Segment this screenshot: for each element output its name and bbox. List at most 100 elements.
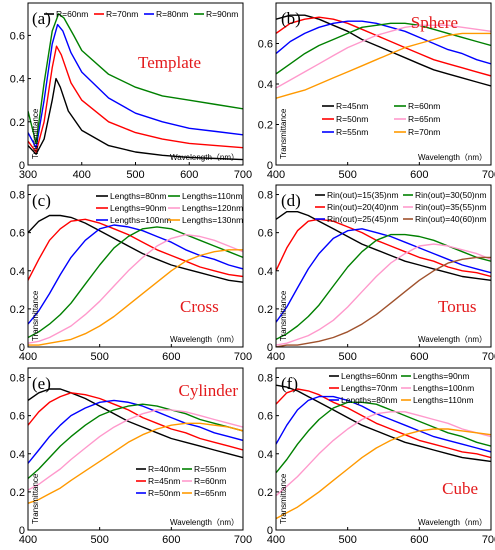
legend-item: Lengths=100nm (96, 215, 171, 225)
legend-label: Rin(out)=20(40)nm (327, 202, 399, 212)
series-lines (28, 13, 243, 161)
series-line-5 (276, 24, 491, 89)
x-tick-label: 500 (338, 169, 356, 181)
legend-item: Lengths=110nm (401, 395, 474, 405)
series-line-3 (28, 224, 243, 325)
series-line-1 (28, 77, 243, 161)
y-tick-label: 0 (19, 160, 25, 172)
legend-label: Lengths=100nm (110, 215, 171, 225)
x-tick-label: 600 (410, 169, 428, 181)
panel-d: 400 500 600 700 0 0.2 0.4 0.6 0.8 Wavelength（nm） T… (258, 184, 495, 363)
series-line-6 (28, 249, 243, 346)
x-tick-label: 700 (234, 169, 252, 181)
legend-item: R=50nm (322, 114, 368, 124)
legend-item: R=55nm (322, 127, 368, 137)
legend-item: Lengths=90nm (401, 371, 469, 381)
panel-tag: (a) (32, 9, 51, 28)
y-tick-label: 0.6 (10, 411, 25, 423)
legend-label: Lengths=90nm (413, 371, 469, 381)
legend-item: Lengths=60nm (329, 371, 397, 381)
panel-tag: (d) (281, 191, 301, 210)
panel-tag: (f) (281, 374, 298, 393)
x-axis-label: Wavelength（nm） (170, 335, 239, 344)
legend-item: R=45nm (136, 476, 180, 486)
series-line-1 (28, 214, 243, 283)
y-tick-label: 0.4 (10, 449, 25, 461)
legend-item: R=60nm (182, 476, 226, 486)
legend-item: R=65nm (394, 114, 440, 124)
y-tick-label: 0.2 (10, 487, 25, 499)
legend-label: Rin(out)=40(60)nm (415, 214, 487, 224)
y-tick-label: 0.2 (10, 117, 25, 129)
legend-item: Lengths=80nm (96, 191, 166, 201)
legend: Rin(out)=15(35)nm Rin(out)=20(40)nm Rin(ou… (315, 190, 487, 224)
legend-label: R=80nm (156, 9, 188, 19)
y-tick-label: 0.6 (258, 411, 273, 423)
series-line-6 (276, 256, 491, 347)
panel-title: Cylinder (179, 381, 239, 400)
legend-item: R=45nm (322, 101, 368, 111)
x-tick-label: 700 (234, 534, 252, 546)
series-line-5 (28, 409, 243, 491)
series-line-1 (276, 384, 491, 463)
legend-item: R=80nm (144, 9, 188, 19)
legend-label: R=70nm (408, 127, 440, 137)
series-line-1 (28, 388, 243, 459)
x-tick-label: 700 (234, 351, 252, 363)
x-tick-label: 400 (73, 169, 91, 181)
x-tick-label: 400 (267, 169, 285, 181)
y-tick-label: 0 (19, 525, 25, 537)
x-axis-label: Wavelength（nm） (418, 518, 487, 527)
legend-label: Lengths=90nm (110, 203, 166, 213)
y-tick-label: 0.8 (258, 373, 273, 385)
legend-item: R=55nm (182, 464, 226, 474)
legend-label: R=40nm (148, 464, 180, 474)
legend-item: R=60nm (394, 101, 440, 111)
series-line-6 (276, 32, 491, 99)
legend-item: Rin(out)=30(50)nm (403, 190, 487, 200)
series-line-5 (276, 411, 491, 497)
series-lines (28, 214, 243, 346)
legend-item: Rin(out)=20(40)nm (315, 202, 399, 212)
x-axis-label: Wavelength（nm） (170, 518, 239, 527)
x-tick-label: 300 (19, 169, 37, 181)
legend-item: Lengths=130nm (168, 215, 243, 225)
y-tick-label: 0 (267, 525, 273, 537)
series-lines (28, 388, 243, 504)
legend: R=45nm R=50nm R=55nm R=60nm R=65nm R=70nm (322, 101, 440, 137)
legend-label: R=90nm (206, 9, 238, 19)
series-line-2 (28, 392, 243, 451)
plot-frame (275, 367, 492, 531)
legend-item: R=70nm (394, 127, 440, 137)
panel-tag: (b) (281, 9, 301, 28)
series-line-2 (276, 388, 491, 459)
x-tick-label: 700 (482, 534, 495, 546)
legend-label: R=50nm (336, 114, 368, 124)
legend-item: R=40nm (136, 464, 180, 474)
y-tick-label: 0.4 (10, 266, 25, 278)
x-tick-label: 500 (338, 534, 356, 546)
y-tick-label: 0.6 (258, 228, 273, 240)
legend-item: Lengths=100nm (401, 383, 474, 393)
legend-item: Rin(out)=40(60)nm (403, 214, 487, 224)
legend-label: Rin(out)=30(50)nm (415, 190, 487, 200)
x-tick-label: 500 (90, 351, 108, 363)
panel-title: Cube (442, 479, 478, 498)
x-axis-label: Wavelength（nm） (170, 153, 239, 162)
panel-b: 400 500 600 700 0 0.2 0.4 0.6 Wavelength（nm） Tran… (258, 2, 495, 181)
legend: Lengths=60nm Lengths=70nm Lengths=80nm Leng… (329, 371, 474, 405)
x-tick-label: 700 (482, 169, 495, 181)
y-tick-label: 0.2 (258, 487, 273, 499)
legend-item: Lengths=120nm (168, 203, 243, 213)
series-lines (276, 211, 491, 347)
panel-title: Template (138, 53, 201, 72)
legend-item: Rin(out)=25(45)nm (315, 214, 399, 224)
legend-label: R=70nm (106, 9, 138, 19)
legend-item: Lengths=90nm (96, 203, 166, 213)
panel-e: 400 500 600 700 0 0.2 0.4 0.6 0.8 Wavelength（nm） T… (10, 367, 252, 546)
y-tick-label: 0.4 (258, 79, 273, 91)
series-line-4 (276, 22, 491, 75)
plot-frame (27, 184, 244, 348)
x-tick-label: 400 (267, 534, 285, 546)
